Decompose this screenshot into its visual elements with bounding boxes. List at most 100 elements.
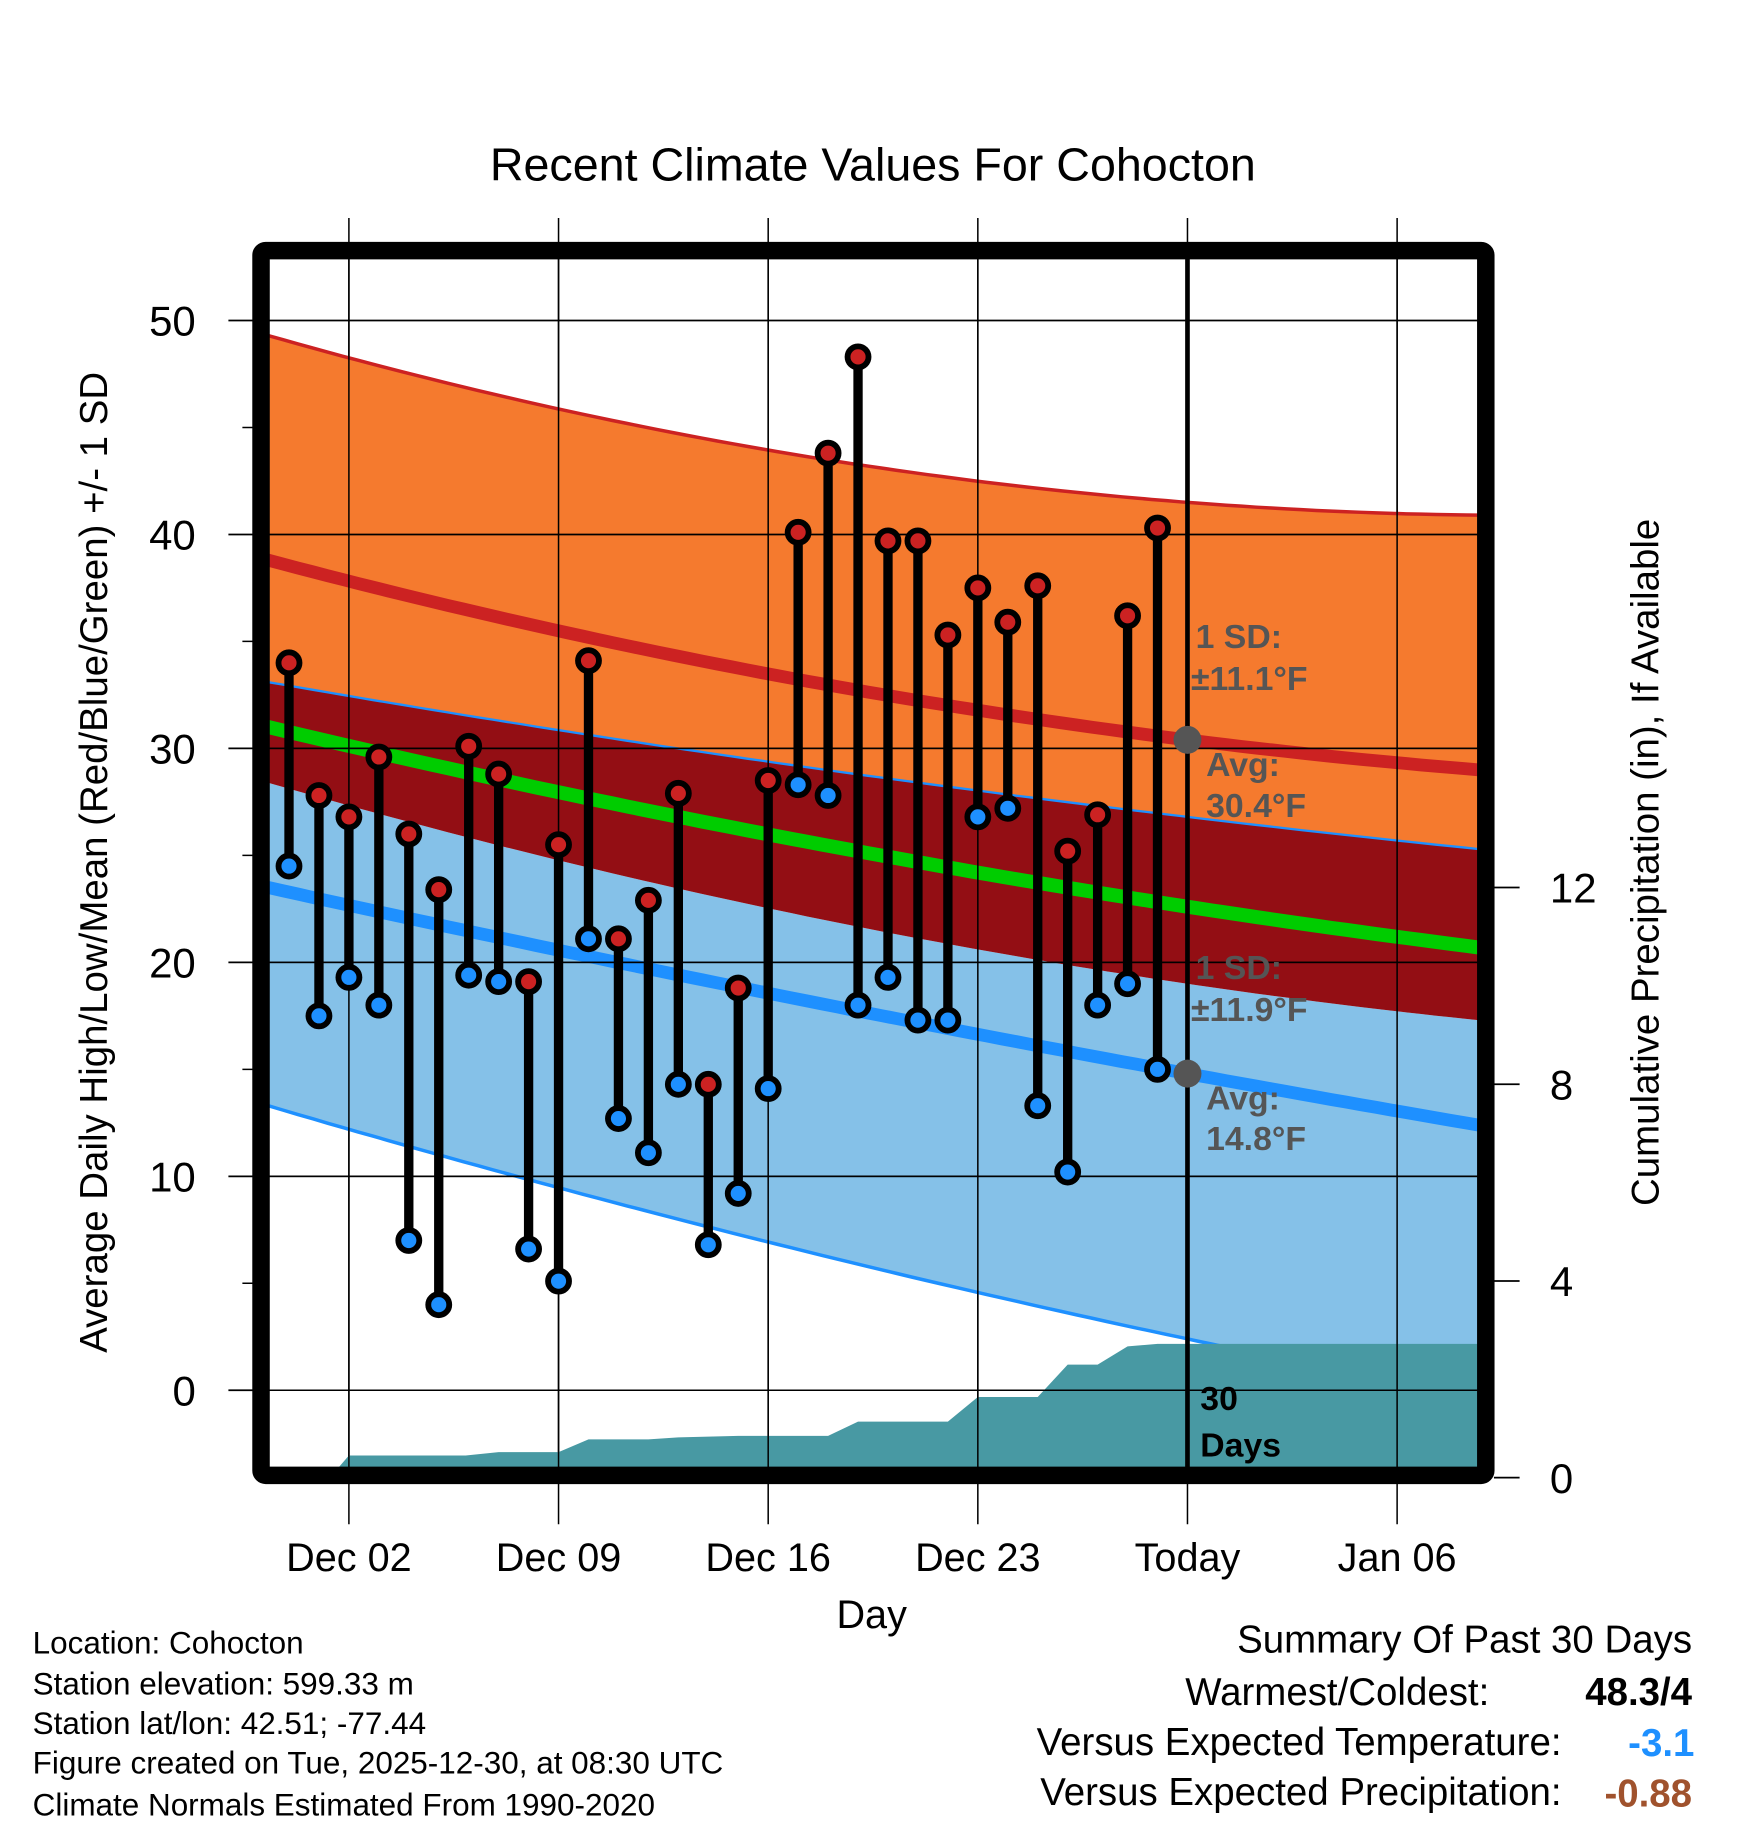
plot-area <box>269 258 1478 1468</box>
daily-high-point <box>934 621 962 649</box>
daily-high-point <box>305 782 333 809</box>
daily-low-point <box>964 803 992 831</box>
y-axis-label: Average Daily High/Low/Mean (Red/Blue/Gr… <box>73 372 116 1353</box>
annotations: 1 SD: ±11.1°F Avg: 30.4°F 1 SD: ±11.9°F … <box>1191 618 1308 1465</box>
precip-area <box>329 1343 1478 1468</box>
x-tick-label: Dec 02 <box>286 1536 412 1580</box>
y-tick-label: 50 <box>149 298 196 345</box>
precip-value: -0.88 <box>1604 1772 1692 1815</box>
daily-low-point <box>874 963 902 991</box>
daily-low-point <box>605 1105 632 1132</box>
daily-high-point <box>335 803 363 831</box>
daily-low-point <box>814 782 842 809</box>
high-sd-label: 1 SD: <box>1196 618 1282 656</box>
x-tick-label: Dec 09 <box>496 1536 622 1580</box>
today-high-avg-marker <box>1173 725 1202 754</box>
low-sd-band <box>269 783 1478 1397</box>
window-days-unit: Days <box>1200 1427 1281 1465</box>
daily-high-point <box>425 876 453 904</box>
x-tick-label: Jan 06 <box>1338 1536 1457 1580</box>
latlon-text: Station lat/lon: 42.51; -77.44 <box>33 1706 426 1741</box>
daily-high-point <box>964 574 992 602</box>
daily-high-point <box>515 968 542 996</box>
daily-low-point <box>664 1070 692 1098</box>
daily-high-point <box>1084 801 1112 829</box>
daily-high-point <box>814 439 842 467</box>
temp-label: Versus Expected Temperature: <box>1037 1721 1562 1764</box>
y-tick-label: 30 <box>149 726 196 773</box>
high-avg-label: Avg: <box>1206 746 1280 784</box>
daily-low-point <box>1144 1055 1171 1083</box>
daily-low-point <box>545 1267 572 1295</box>
high-sd-value: ±11.1°F <box>1191 660 1308 698</box>
daily-low-point <box>485 968 513 996</box>
daily-high-point <box>395 820 423 848</box>
daily-high-point <box>1054 837 1082 865</box>
daily-low-point <box>365 991 393 1019</box>
precip-label: Versus Expected Precipitation: <box>1040 1771 1561 1814</box>
x-tick-label: Today <box>1135 1536 1241 1580</box>
daily-high-point <box>1144 514 1171 542</box>
daily-low-point <box>904 1006 932 1034</box>
daily-low-point <box>724 1180 752 1207</box>
daily-low-point <box>934 1006 962 1034</box>
chart-title: Recent Climate Values For Cohocton <box>490 139 1256 191</box>
summary-title: Summary Of Past 30 Days <box>1237 1618 1692 1661</box>
y-tick-label: 40 <box>149 512 196 559</box>
daily-high-point <box>275 649 303 677</box>
y-tick-label: 10 <box>149 1153 196 1200</box>
y2-axis-label: Cumulative Precipitation (in), If Availa… <box>1624 519 1667 1206</box>
today-low-avg-marker <box>1173 1059 1202 1088</box>
daily-high-point <box>664 779 692 807</box>
daily-high-point <box>994 608 1022 636</box>
daily-low-point <box>395 1227 423 1254</box>
daily-low-point <box>1054 1158 1082 1186</box>
created-text: Figure created on Tue, 2025-12-30, at 08… <box>33 1746 724 1781</box>
daily-high-point <box>605 925 632 953</box>
daily-low-point <box>844 991 872 1019</box>
daily-high-point <box>1114 602 1141 630</box>
x-axis-label: Day <box>836 1593 907 1637</box>
summary-panel: Summary Of Past 30 Days Warmest/Coldest:… <box>1037 1618 1695 1815</box>
daily-high-point <box>634 886 662 914</box>
daily-low-point <box>694 1231 722 1259</box>
low-avg-label: Avg: <box>1206 1079 1280 1117</box>
low-sd-value: ±11.9°F <box>1191 991 1308 1029</box>
daily-high-point <box>485 760 513 788</box>
x-tick-label: Dec 23 <box>915 1536 1041 1580</box>
high-minus-sd-line <box>269 681 1478 851</box>
daily-high-point <box>754 767 782 794</box>
daily-high-point <box>784 518 812 546</box>
station-info: Location: Cohocton Station elevation: 59… <box>33 1626 724 1823</box>
low-sd-label: 1 SD: <box>1196 949 1282 987</box>
temp-value: -3.1 <box>1628 1722 1694 1765</box>
daily-low-point <box>994 794 1022 822</box>
daily-low-point <box>1084 991 1112 1019</box>
daily-high-point <box>724 974 752 1002</box>
plot-frame <box>252 241 1495 1485</box>
normals-text: Climate Normals Estimated From 1990-2020 <box>33 1788 655 1823</box>
warmest-value: 48.3/4 <box>1585 1671 1692 1714</box>
low-avg-value: 14.8°F <box>1206 1120 1306 1158</box>
y2-tick-label: 4 <box>1550 1258 1573 1305</box>
high-plus-sd-line <box>269 334 1478 517</box>
warmest-label: Warmest/Coldest: <box>1185 1671 1489 1714</box>
high-avg-line <box>269 553 1478 777</box>
daily-low-point <box>784 771 812 799</box>
daily-high-point <box>844 343 872 371</box>
daily-high-point <box>575 647 602 675</box>
daily-low-point <box>305 1002 333 1030</box>
daily-high-point <box>365 743 393 771</box>
elevation-text: Station elevation: 599.33 m <box>33 1666 414 1701</box>
daily-high-point <box>545 831 572 859</box>
high-sd-band <box>269 335 1478 849</box>
mean-avg-line <box>269 720 1478 955</box>
daily-low-point <box>754 1075 782 1102</box>
daily-high-point <box>694 1070 722 1098</box>
daily-high-point <box>1024 572 1052 600</box>
daily-low-point <box>575 925 602 953</box>
y-tick-label: 20 <box>149 940 196 987</box>
daily-high-point <box>455 732 483 760</box>
